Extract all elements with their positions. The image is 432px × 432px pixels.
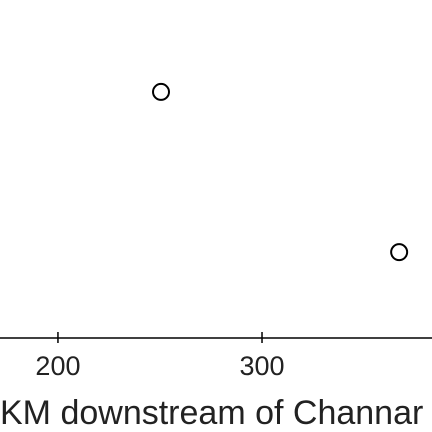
point: [390, 243, 409, 262]
x-tick-label: 300: [239, 351, 284, 381]
point: [152, 82, 171, 101]
x-tick-label: 200: [35, 351, 80, 381]
x-axis-label: KM downstream of Channar: [0, 394, 423, 432]
